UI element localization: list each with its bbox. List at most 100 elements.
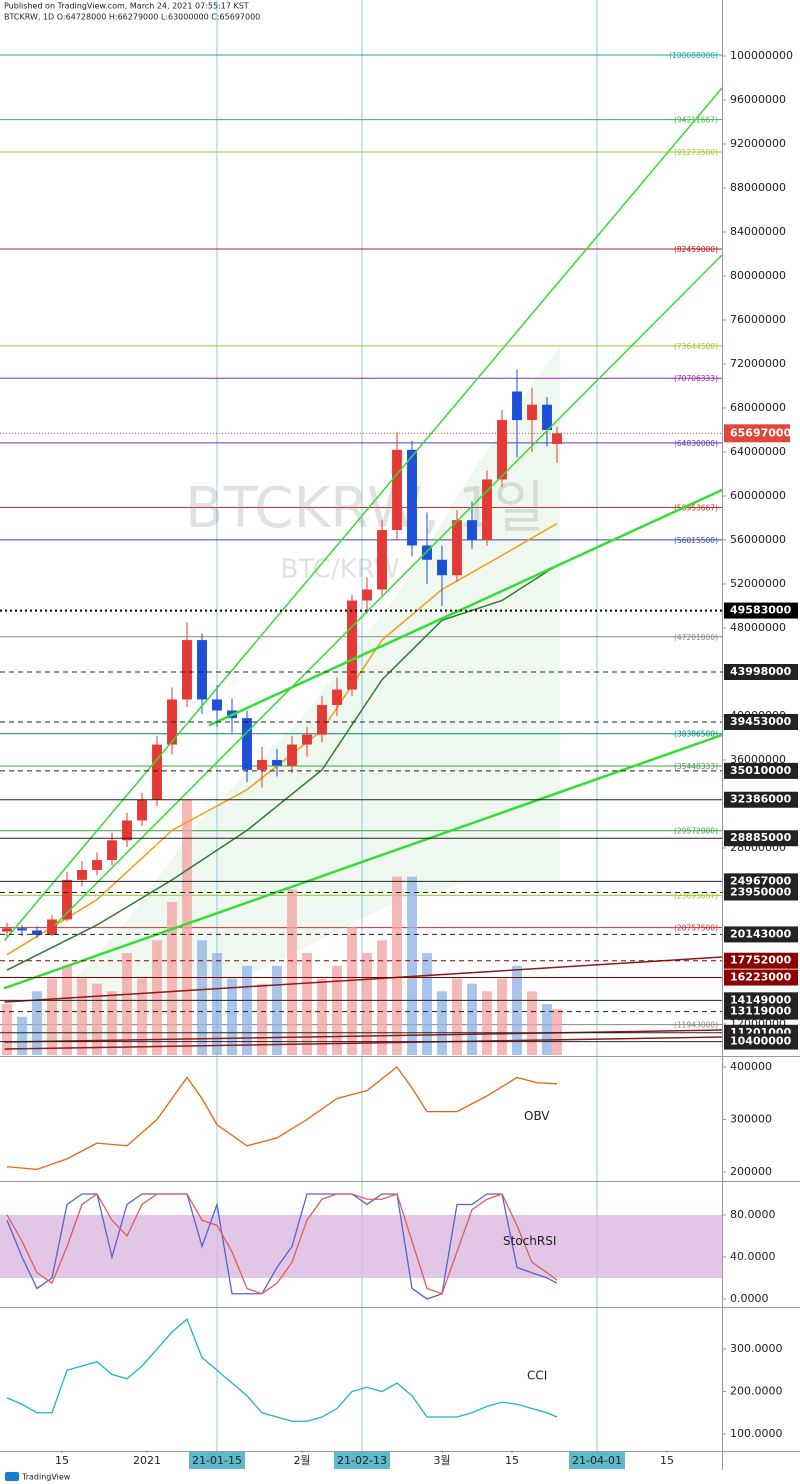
x-tick-label: 21-01-15 xyxy=(192,1454,242,1467)
trend-line xyxy=(4,1036,723,1050)
candle-body xyxy=(92,860,102,870)
overlay: 49583000 43998000 39453000 35010000 32386000… xyxy=(0,424,798,1050)
price-line-box xyxy=(724,714,798,731)
volume-bar xyxy=(332,965,342,1055)
trend-line xyxy=(4,1029,723,1043)
logo-icon xyxy=(5,1472,19,1481)
volume-bar xyxy=(2,1004,12,1055)
candle-body xyxy=(422,545,432,560)
price-line-box xyxy=(724,926,798,943)
volume-bar xyxy=(482,991,492,1055)
price-line-box xyxy=(724,884,798,901)
fib-level-label: (38386500) xyxy=(674,730,718,739)
volume-bar xyxy=(152,940,162,1055)
price-line-label: 49583000 xyxy=(730,604,792,617)
last-price-box xyxy=(724,424,790,443)
candle-body xyxy=(287,744,297,766)
candle-body xyxy=(497,420,507,480)
volume-bar xyxy=(497,978,507,1055)
fib-level-label: (94211667) xyxy=(674,116,718,125)
candle-body xyxy=(542,404,552,430)
candle-body xyxy=(512,391,522,421)
y-tick-label: 64000000 xyxy=(730,445,786,458)
candle-body xyxy=(137,799,147,821)
x-tick-label: 15 xyxy=(505,1454,519,1467)
volume-bar xyxy=(467,983,477,1055)
candle-body xyxy=(362,589,372,601)
trend-line xyxy=(4,956,723,1003)
fib-level-label: (20757500) xyxy=(674,924,718,933)
candle-body xyxy=(77,869,87,880)
y-tick-label: 56000000 xyxy=(730,533,786,546)
volume-bar xyxy=(92,983,102,1055)
y-tick-label: 300.0000 xyxy=(730,1342,783,1355)
candle-body xyxy=(32,930,42,935)
price-line-box xyxy=(724,830,798,847)
fib-level-label: (35448333) xyxy=(674,762,718,771)
candle-body xyxy=(552,433,562,444)
x-tick-highlight xyxy=(189,1452,245,1469)
y-tick-label: 100.0000 xyxy=(730,1427,783,1440)
volume-bar xyxy=(47,978,57,1055)
price-line-label: 32386000 xyxy=(730,793,792,806)
trend-line xyxy=(3,733,724,990)
trend-line xyxy=(54,254,723,926)
y-tick-label: 300000 xyxy=(730,1113,772,1126)
volume-bar xyxy=(17,1016,27,1055)
price-line-label: 35010000 xyxy=(730,764,792,777)
trend-lines xyxy=(3,87,724,1050)
x-tick-label: 21-02-13 xyxy=(337,1454,387,1467)
volume-bar xyxy=(542,1004,552,1055)
y-tick-label: 400000 xyxy=(730,1060,772,1073)
y-tick-label: 100000000 xyxy=(730,49,793,62)
fib-level-label: (64830000) xyxy=(674,439,718,448)
price-line-label: 20143000 xyxy=(730,927,792,940)
price-line-label: 23950000 xyxy=(730,886,792,899)
price-line-box xyxy=(724,952,798,969)
indicator-label: StochRSI xyxy=(503,1234,556,1248)
candle-body xyxy=(212,699,222,711)
volume-bar xyxy=(347,927,357,1055)
volume-bar xyxy=(302,953,312,1055)
price-line-box xyxy=(724,791,798,808)
volume-bar xyxy=(107,991,117,1055)
x-tick-label: 2월 xyxy=(293,1454,310,1467)
y-tick-label: 60000000 xyxy=(730,489,786,502)
volume-bar xyxy=(437,991,447,1055)
last-price-label: 65697000 xyxy=(730,426,792,439)
y-tick-label: 76000000 xyxy=(730,313,786,326)
y-tick-label: 80.0000 xyxy=(730,1208,776,1221)
candle-body xyxy=(107,840,117,861)
candle-body xyxy=(122,820,132,841)
price-line-box xyxy=(724,1003,798,1020)
candle-body xyxy=(302,734,312,745)
fib-level-label: (11943000) xyxy=(674,1021,718,1030)
y-tick-label: 48000000 xyxy=(730,621,786,634)
candle-body xyxy=(317,704,327,735)
price-line-label: 24967000 xyxy=(730,874,792,887)
volume-bar xyxy=(287,889,297,1055)
candle-body xyxy=(407,449,417,546)
candle-body xyxy=(467,520,477,540)
price-channel-fill xyxy=(5,345,560,1050)
volume-bar xyxy=(77,978,87,1055)
indicator-line xyxy=(6,1193,558,1300)
y-tick-label: 200.0000 xyxy=(730,1385,783,1398)
candle-body xyxy=(197,640,207,700)
price-line-label: 14149000 xyxy=(730,993,792,1006)
candle-body xyxy=(392,449,402,531)
candle-body xyxy=(17,928,27,931)
footer-brand: TradingView xyxy=(21,1473,71,1482)
moving-average xyxy=(6,564,558,971)
fib-level-label: (23695667) xyxy=(674,891,718,900)
fib-level-label: (29572000) xyxy=(674,827,718,836)
y-tick-label: 88000000 xyxy=(730,181,786,194)
x-tick-label: 15 xyxy=(660,1454,674,1467)
volume-bar xyxy=(167,902,177,1055)
y-tick-label: 52000000 xyxy=(730,577,786,590)
candle-body xyxy=(62,879,72,920)
volume-bar xyxy=(392,876,402,1055)
fib-level-label: (56015500) xyxy=(674,536,718,545)
y-tick-label: 96000000 xyxy=(730,93,786,106)
price-line-label: 17752000 xyxy=(730,954,792,967)
